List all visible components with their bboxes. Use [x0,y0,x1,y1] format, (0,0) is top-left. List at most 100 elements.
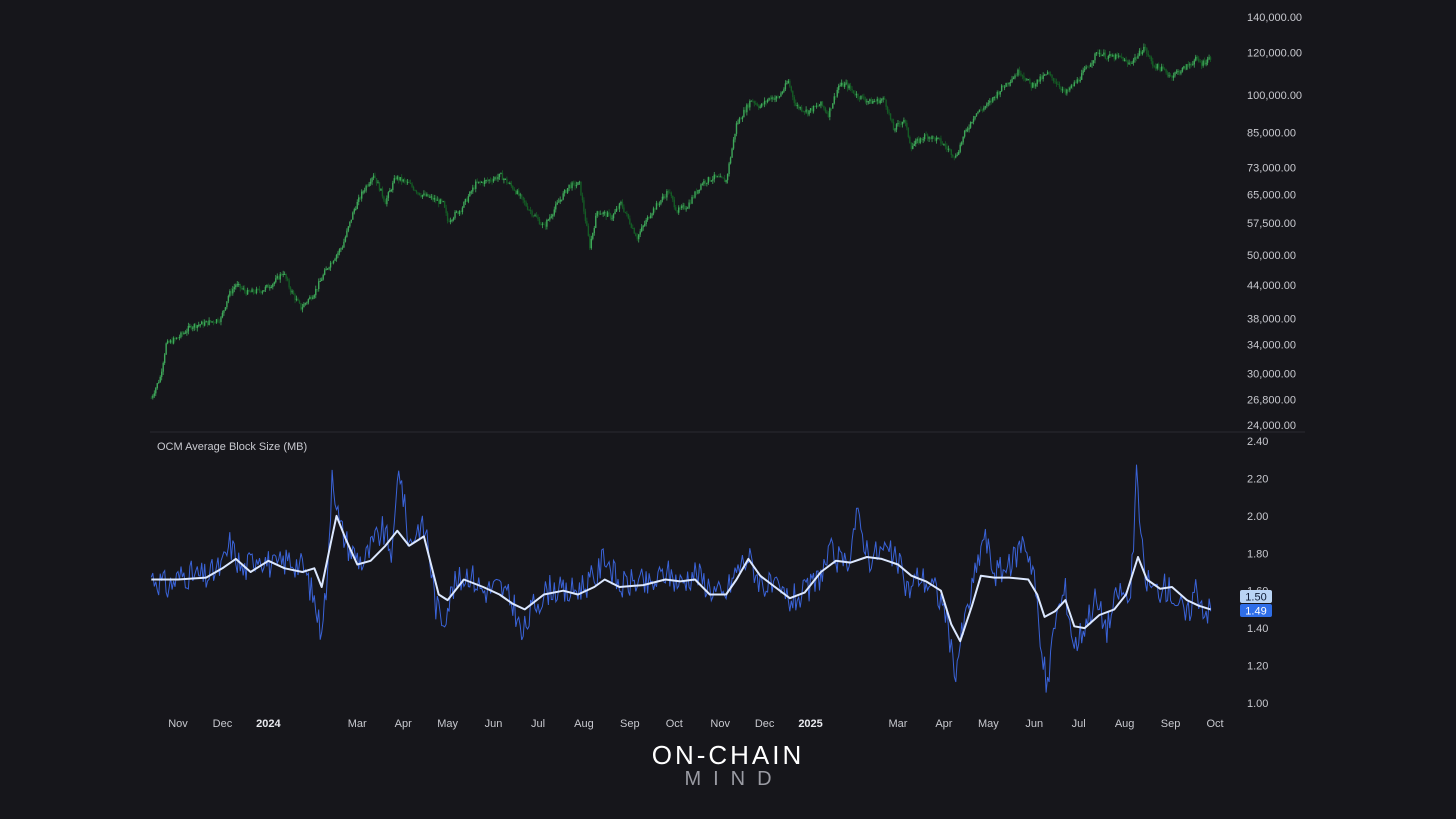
price-candle [1178,69,1181,76]
candle-body [599,213,601,215]
candle-body [715,174,717,177]
candle-body [181,332,184,334]
candle-body [421,194,424,197]
price-candle [743,107,745,118]
candle-body [313,295,315,298]
price-candle [1193,58,1195,68]
price-candle [383,195,385,203]
candle-body [624,211,627,213]
candle-body [427,194,430,198]
price-candle [660,199,662,206]
price-axis-tick: 26,800.00 [1247,394,1296,406]
price-candle [864,96,867,104]
candle-body [202,321,204,326]
price-candle [331,261,333,264]
price-candle [513,187,515,192]
candle-body [817,105,819,107]
candle-body [861,95,864,97]
price-candle [787,79,790,84]
candle-body [676,210,678,213]
candle-body [617,208,619,210]
candle-body [784,83,787,90]
candle-body [932,136,935,138]
price-candle [867,100,870,105]
price-candle [835,96,837,100]
candle-body [432,196,434,200]
candle-body [448,221,450,223]
price-candle [978,109,981,113]
badge-value: 1.49 [1245,606,1266,618]
candle-body [275,278,277,283]
price-candle [1020,70,1022,77]
price-candle [363,187,366,194]
price-candle [205,320,207,323]
candle-body [411,183,413,187]
x-axis-tick: Sep [1161,718,1181,730]
price-candle [454,210,456,220]
candle-body [480,181,483,183]
candle-body [1020,73,1022,76]
candle-body [329,262,332,268]
price-candle [638,233,640,243]
candle-body [795,102,797,106]
price-candle [1008,82,1010,87]
price-candle [1199,59,1201,63]
price-candle [781,90,784,95]
price-candle [587,223,590,237]
candle-body [842,82,844,87]
block-size-axis-tick: 1.80 [1247,548,1268,560]
price-candle [1172,72,1175,81]
price-candle [854,90,856,97]
candle-body [1042,75,1044,80]
candle-body [686,207,689,209]
candle-body [758,105,760,108]
candle-body [442,201,444,203]
price-candle [550,213,553,219]
candle-body [1027,79,1030,81]
candle-body [759,106,761,108]
price-candle [202,319,204,329]
price-candle [498,173,501,180]
price-candle [915,138,917,147]
candle-body [1202,60,1204,66]
price-candle [248,289,250,293]
x-axis-tick: Jul [1072,718,1086,730]
price-candle [552,213,554,220]
price-candle [763,97,766,108]
price-candle [1003,85,1006,91]
price-candle [1058,81,1061,90]
candle-body [1140,50,1142,55]
candle-body [1120,56,1123,58]
candle-body [560,199,563,201]
candle-body [866,101,868,103]
candle-body [178,336,181,339]
candle-body [732,139,735,149]
candle-body [1169,75,1172,77]
candle-body [402,179,404,182]
price-candle [519,192,521,199]
price-candle [624,211,627,214]
candle-body [1116,54,1118,56]
candle-body [1075,82,1077,84]
price-candle [286,276,289,282]
candle-body [583,200,585,212]
badge-bg [1240,604,1272,617]
price-candle [555,201,557,213]
candle-body [227,295,230,302]
price-candle [870,97,873,104]
price-candle [473,185,475,190]
candle-body [918,139,920,144]
candle-body [692,196,695,198]
price-candle [344,235,347,243]
price-candle [1048,71,1050,76]
candle-body [787,80,790,84]
price-candle [206,321,209,327]
candle-body [818,105,821,107]
price-candle [263,289,265,292]
candle-body [928,137,930,139]
candle-body [860,95,862,100]
block-size-axis-tick: 1.20 [1247,661,1268,673]
price-candle [627,213,630,220]
